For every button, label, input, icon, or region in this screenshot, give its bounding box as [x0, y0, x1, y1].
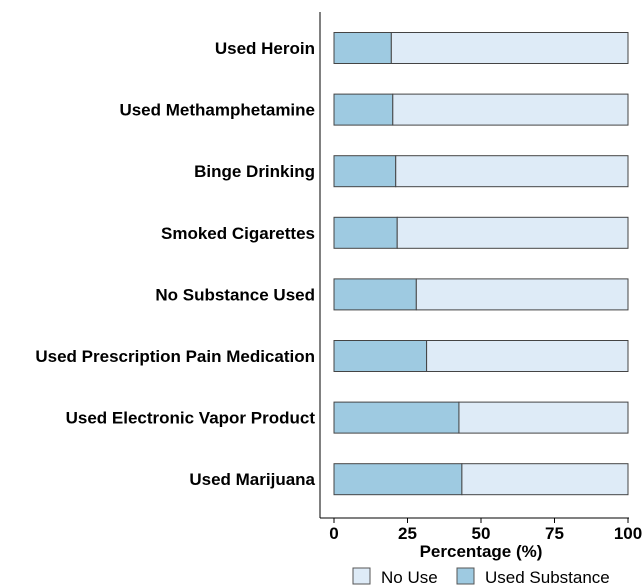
category-label-used-methamphetamine: Used Methamphetamine: [119, 101, 315, 120]
x-tick-label-25: 25: [398, 524, 417, 543]
legend: No Use Used Substance: [352, 567, 610, 587]
category-label-used-heroin: Used Heroin: [215, 39, 315, 58]
x-tick-label-0: 0: [329, 524, 338, 543]
bars-layer: [333, 32, 629, 496]
category-label-binge-drinking: Binge Drinking: [194, 162, 315, 181]
bar-no-use-used-methamphetamine: [392, 93, 629, 126]
bar-no-use-used-electronic-vapor-product: [458, 401, 629, 434]
legend-label-used-substance: Used Substance: [485, 568, 610, 587]
bar-no-use-used-heroin: [390, 32, 629, 64]
bar-no-use-binge-drinking: [395, 155, 629, 188]
x-tick-label-50: 50: [472, 524, 491, 543]
bar-used-substance-binge-drinking: [333, 155, 397, 188]
bar-used-substance-used-heroin: [333, 32, 392, 64]
category-label-used-marijuana: Used Marijuana: [189, 470, 315, 489]
category-label-used-electronic-vapor-product: Used Electronic Vapor Product: [66, 409, 316, 428]
category-label-used-prescription-pain-medication: Used Prescription Pain Medication: [35, 347, 315, 366]
category-label-smoked-cigarettes: Smoked Cigarettes: [161, 224, 315, 243]
legend-label-no-use: No Use: [381, 568, 438, 587]
bar-used-substance-smoked-cigarettes: [333, 216, 398, 249]
bar-no-use-smoked-cigarettes: [396, 216, 629, 249]
bar-used-substance-no-substance-used: [333, 278, 417, 311]
legend-swatch-no-use: [352, 567, 371, 585]
x-tick-label-100: 100: [614, 524, 642, 543]
x-tick-label-75: 75: [545, 524, 564, 543]
bar-no-use-used-prescription-pain-medication: [426, 340, 629, 372]
category-labels: Used Heroin Used Methamphetamine Binge Dri…: [35, 39, 315, 489]
bar-used-substance-used-prescription-pain-medication: [333, 340, 428, 372]
x-ticks: 0 25 50 75 100: [329, 518, 642, 543]
bar-no-use-used-marijuana: [461, 463, 629, 496]
bar-used-substance-used-marijuana: [333, 463, 463, 496]
category-label-no-substance-used: No Substance Used: [155, 285, 315, 304]
x-axis-title: Percentage (%): [420, 542, 543, 561]
bar-used-substance-used-electronic-vapor-product: [333, 401, 460, 434]
bar-used-substance-used-methamphetamine: [333, 93, 394, 126]
bar-no-use-no-substance-used: [415, 278, 629, 311]
legend-swatch-used-substance: [456, 567, 475, 585]
